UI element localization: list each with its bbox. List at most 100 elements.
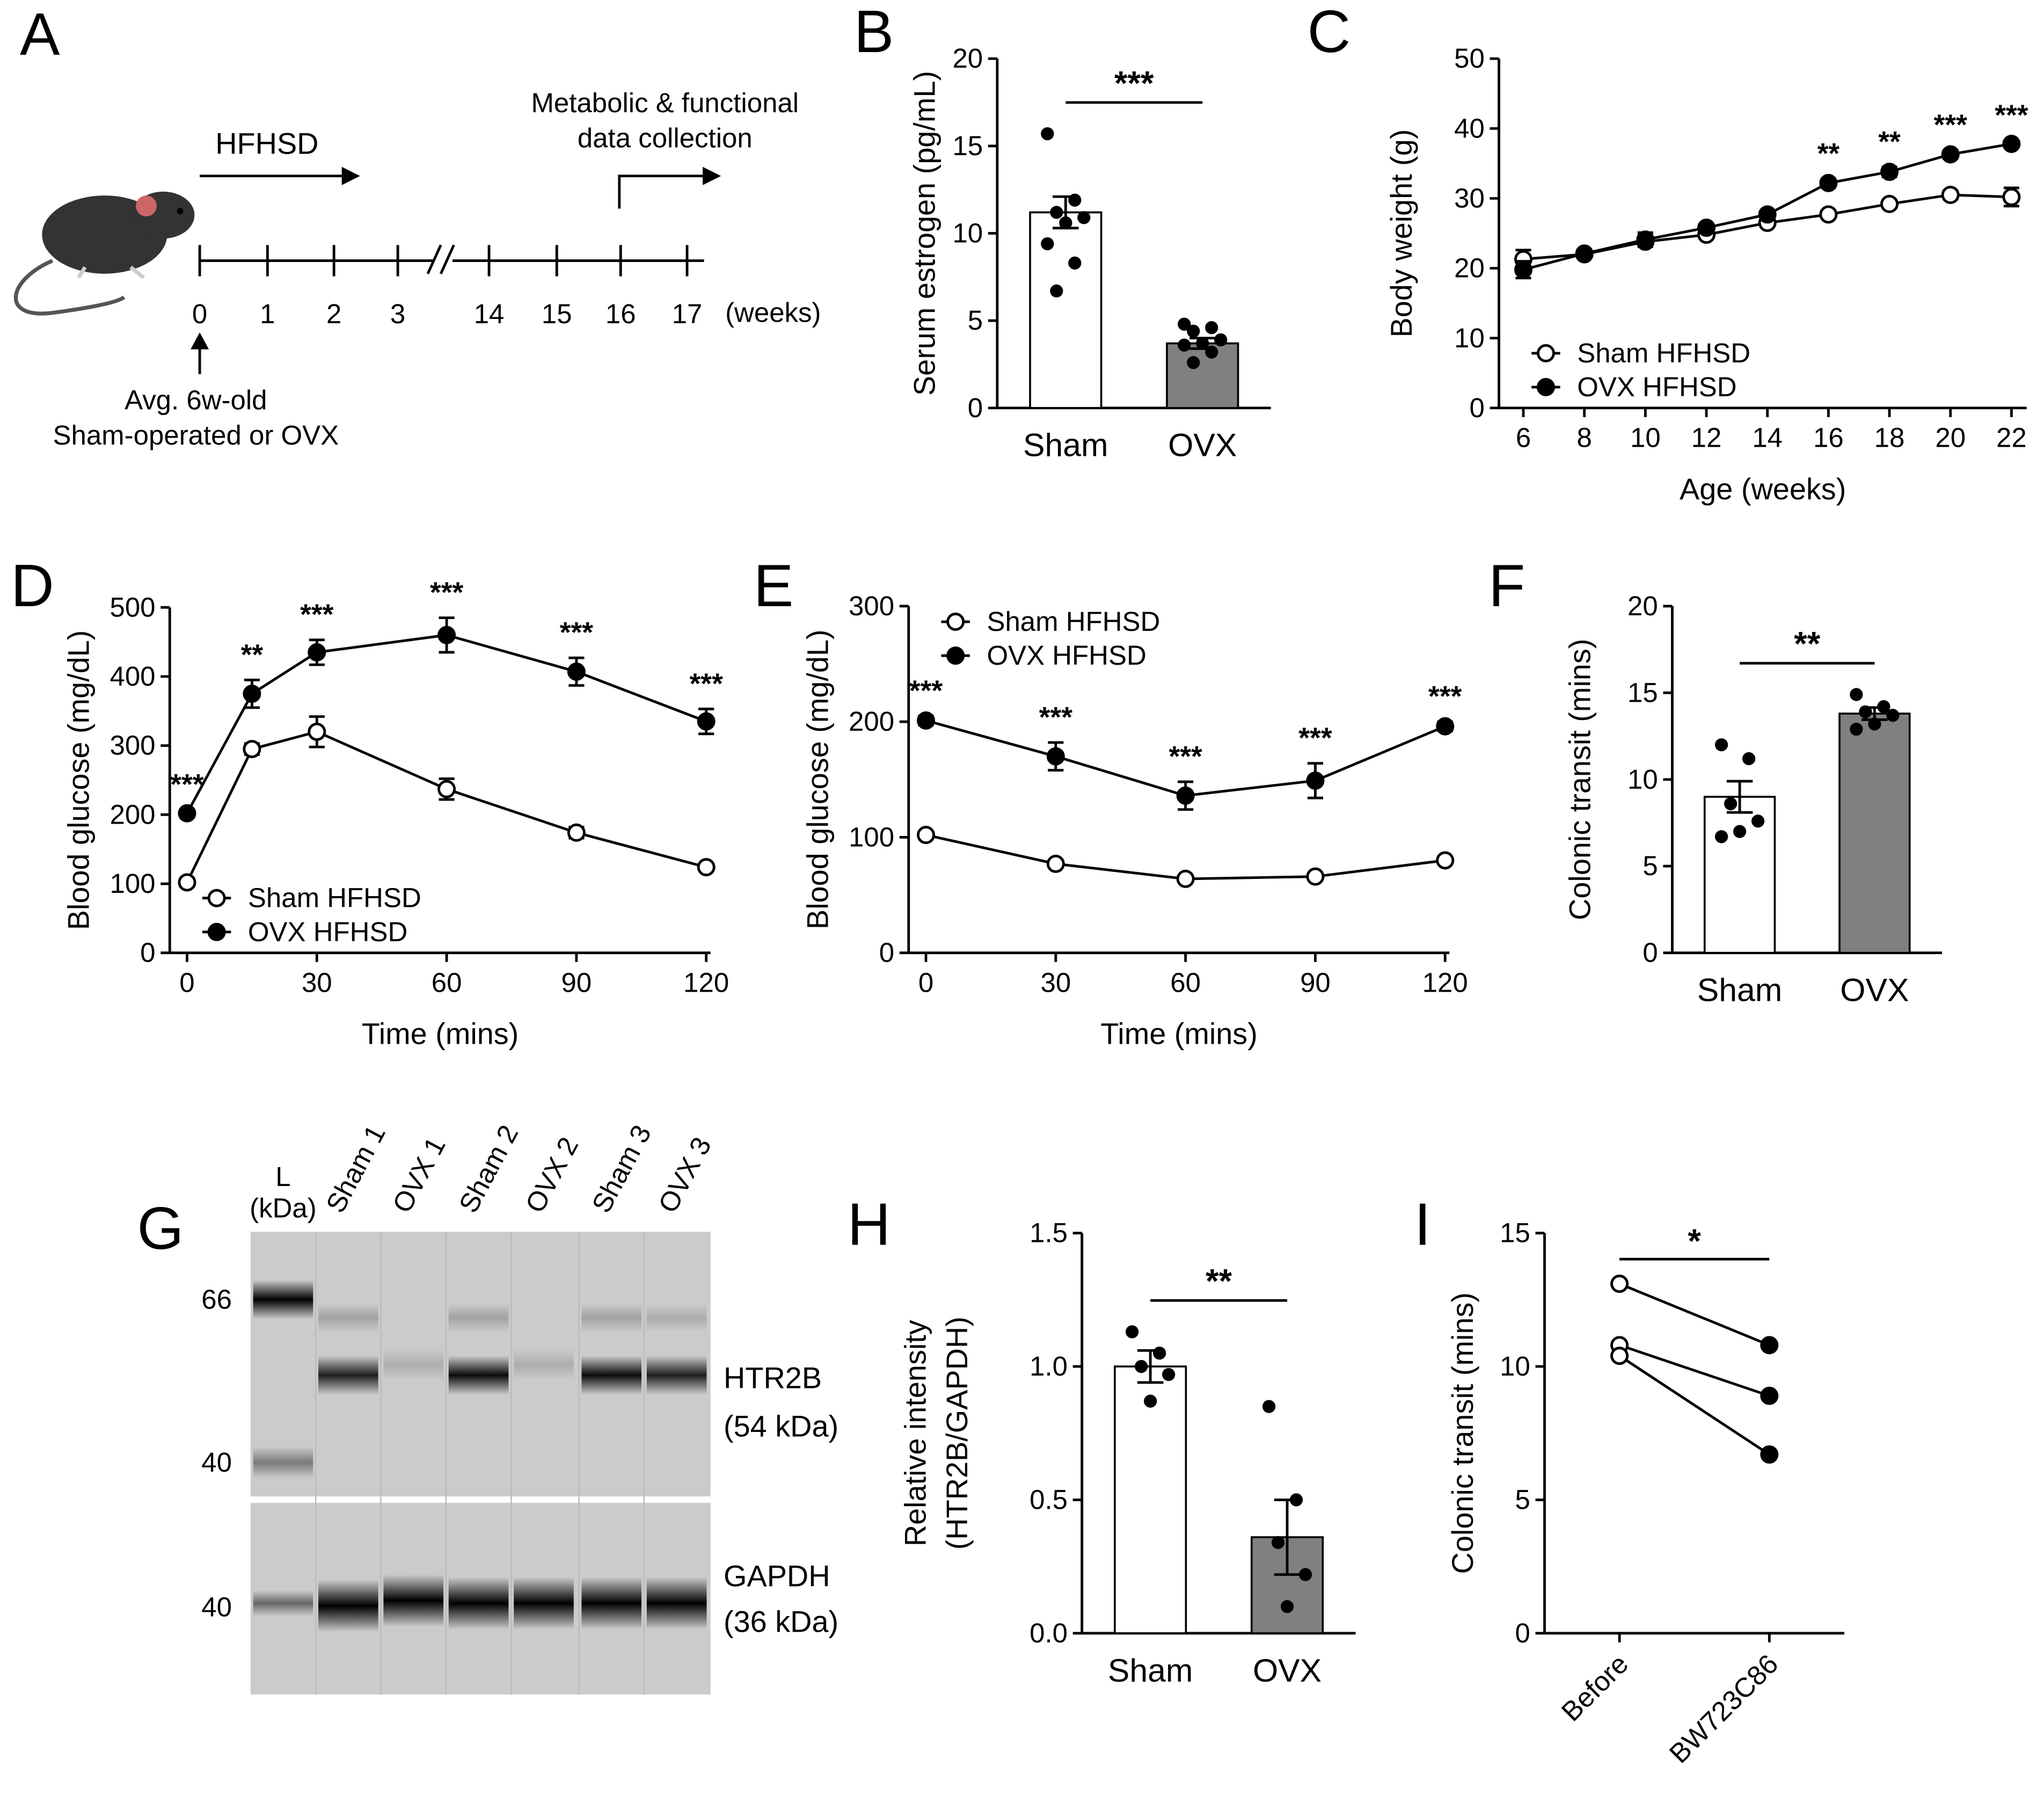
y-tick-label: 10 bbox=[1627, 764, 1658, 795]
marker bbox=[567, 823, 586, 842]
x-tick-label: OVX bbox=[1168, 427, 1237, 463]
lane-separators bbox=[315, 1232, 645, 1695]
y-tick-label: 0.5 bbox=[1030, 1485, 1068, 1515]
lane-label: OVX 1 bbox=[386, 1132, 451, 1217]
significance: *** bbox=[690, 668, 724, 700]
y-tick-label: 15 bbox=[1500, 1218, 1530, 1248]
timeline bbox=[198, 244, 704, 374]
data-point bbox=[1850, 688, 1863, 701]
y-tick-label: 400 bbox=[110, 661, 156, 692]
marker bbox=[567, 662, 586, 681]
x-tick-label: 12 bbox=[1691, 423, 1722, 453]
x-tick-label: 8 bbox=[1577, 423, 1592, 453]
data-point bbox=[1205, 321, 1218, 334]
band bbox=[448, 1303, 509, 1333]
band bbox=[514, 1577, 574, 1630]
x-tick-label: 60 bbox=[1170, 968, 1201, 998]
marker bbox=[2002, 135, 2021, 153]
data-point bbox=[1041, 127, 1054, 141]
marker bbox=[1514, 260, 1533, 279]
data-point bbox=[1135, 1359, 1148, 1373]
legend-marker bbox=[946, 613, 965, 631]
x-tick-label: 30 bbox=[1040, 968, 1071, 998]
marker bbox=[308, 643, 326, 661]
band bbox=[581, 1303, 642, 1333]
band bbox=[448, 1577, 509, 1630]
marker bbox=[1941, 186, 1960, 204]
y-tick-label: 1.5 bbox=[1030, 1218, 1068, 1248]
collection-label: Metabolic & functional bbox=[531, 88, 799, 118]
marker bbox=[1575, 244, 1594, 263]
lane-label: Sham 2 bbox=[453, 1120, 524, 1218]
data-point bbox=[1724, 797, 1738, 811]
marker bbox=[1636, 230, 1655, 249]
significance: * bbox=[1688, 1223, 1701, 1260]
y-tick-label: 100 bbox=[849, 821, 894, 852]
marker bbox=[1819, 173, 1838, 192]
panel-f: F 0 5 10 15 20 Colonic transit (mins) Sham OVX ** bbox=[1488, 552, 1942, 1008]
band bbox=[318, 1580, 378, 1632]
legend-marker bbox=[1536, 378, 1555, 397]
x-tick-label: 20 bbox=[1935, 423, 1966, 453]
data-point bbox=[1178, 317, 1191, 331]
x-axis-label: Age (weeks) bbox=[1680, 472, 1846, 506]
data-point bbox=[1162, 1367, 1176, 1381]
significance: *** bbox=[300, 599, 334, 631]
bar bbox=[1166, 342, 1239, 409]
mouse-ear bbox=[136, 195, 157, 217]
marker bbox=[178, 873, 196, 892]
y-tick-label: 0 bbox=[968, 392, 983, 423]
x-tick-label: 14 bbox=[1752, 423, 1783, 453]
data-point bbox=[1187, 356, 1200, 369]
legend-marker bbox=[207, 922, 226, 941]
panel-g: G L (kDa) Sham 1 OVX 1 Sham 2 OVX 2 Sham… bbox=[137, 1120, 838, 1695]
marker bbox=[243, 685, 261, 703]
y-tick-label: 300 bbox=[110, 730, 156, 761]
target-label: HTR2B bbox=[724, 1361, 822, 1395]
panel-letter: C bbox=[1308, 0, 1351, 65]
significance: ** bbox=[1206, 1263, 1232, 1300]
lane-label: OVX 2 bbox=[520, 1132, 585, 1217]
legend-marker bbox=[946, 646, 965, 665]
marker bbox=[1436, 851, 1455, 870]
x-tick-label: 6 bbox=[1516, 423, 1531, 453]
pair-line bbox=[1618, 1355, 1770, 1456]
marker bbox=[917, 711, 936, 730]
marker bbox=[1046, 854, 1065, 873]
x-tick-label: 90 bbox=[561, 968, 592, 998]
y-tick-label: 0.0 bbox=[1030, 1618, 1068, 1648]
marker bbox=[697, 858, 716, 877]
data-point bbox=[1126, 1325, 1139, 1339]
panel-e: E 0 100 200 300 Blood glucose (mg/dL) 0 30 60 90 1… bbox=[754, 552, 1468, 1051]
panel-letter: E bbox=[754, 552, 793, 619]
data-point bbox=[1214, 333, 1228, 347]
data-point bbox=[1714, 738, 1728, 752]
data-point bbox=[1077, 211, 1091, 224]
data-point bbox=[1152, 1347, 1166, 1360]
y-tick-label: 300 bbox=[849, 591, 894, 621]
y-axis-label: Serum estrogen (pg/mL) bbox=[907, 71, 941, 396]
week-label: 1 bbox=[260, 299, 275, 329]
y-axis-label: Blood glucose (mg/dL) bbox=[800, 629, 834, 929]
y-axis-label: Body weight (g) bbox=[1384, 129, 1418, 338]
ladder-band bbox=[253, 1446, 313, 1479]
y-tick-label: 20 bbox=[1627, 591, 1658, 621]
legend-label: OVX HFHSD bbox=[248, 916, 407, 947]
data-point bbox=[1050, 206, 1063, 219]
marker bbox=[917, 826, 936, 845]
y-tick-label: 500 bbox=[110, 592, 156, 622]
significance: *** bbox=[1934, 110, 1968, 141]
week-label: 3 bbox=[390, 299, 405, 329]
band bbox=[514, 1349, 574, 1380]
band bbox=[383, 1349, 444, 1380]
significance: *** bbox=[909, 675, 943, 707]
band bbox=[383, 1574, 444, 1627]
data-point bbox=[1886, 709, 1900, 722]
legend-label: OVX HFHSD bbox=[987, 640, 1146, 671]
marker-label: 66 bbox=[201, 1284, 232, 1314]
y-tick-label: 5 bbox=[1642, 850, 1658, 881]
marker bbox=[2002, 187, 2021, 206]
panel-letter: A bbox=[20, 1, 60, 68]
y-tick-label: 5 bbox=[1515, 1485, 1530, 1515]
